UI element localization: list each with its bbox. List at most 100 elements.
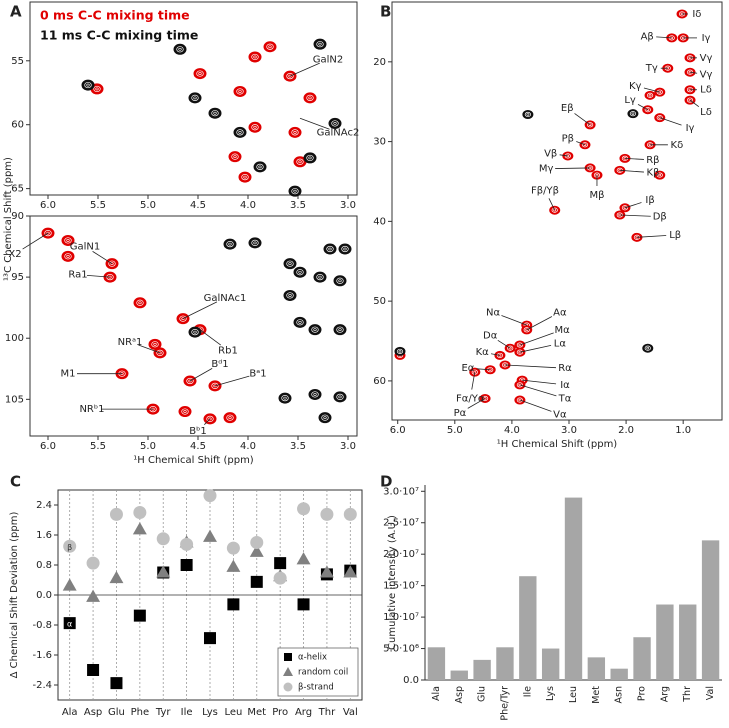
peak-label: Mγ [539,164,554,175]
peak-label: Aα [553,307,567,318]
peak-contour [656,115,663,121]
marker-square [180,559,193,571]
peak-contour [286,292,294,299]
peak [323,243,337,255]
peak-contour [323,416,327,420]
peak-contour [581,142,589,148]
peak-contour [288,294,292,297]
x-tick-label: Thr [318,707,336,718]
panel-letter: B [380,3,391,21]
peak-label: Rα [558,363,572,374]
peak-contour [198,72,202,75]
peak-contour [313,328,317,332]
peak-contour [686,69,694,75]
peak [248,237,262,249]
peak-label: Mβ [589,190,604,201]
y-tick-label: -1.6 [32,650,52,661]
leader-line [559,154,568,157]
peak-contour [588,123,592,127]
peak-label: Lβ [669,230,681,241]
peak-label: Lγ [624,95,636,106]
y-tick-label: 55 [11,56,24,67]
peak [293,316,307,328]
peak-label: Pα [454,408,467,419]
x-tick-label: Glu [108,707,125,718]
peak [81,79,95,91]
point-label: β [67,543,72,552]
peak [263,41,277,53]
peak-contour [64,237,72,244]
peak-contour [158,351,162,355]
peak [233,126,247,138]
peak-contour [226,414,234,421]
peak-contour [268,45,272,49]
x-tick-label: Phe/Tyr [499,686,510,721]
peak-contour [291,129,299,136]
leader-line [576,141,586,146]
x-tick-label: Ala [431,686,442,701]
marker-circle [156,532,170,546]
peak-contour [191,94,199,101]
peak [188,326,202,338]
peak-label: X2 [8,249,21,260]
peak [283,289,297,301]
y-tick-label: 0.8 [36,560,52,571]
peak-contour [153,342,157,346]
x-tick-label: 2.0 [618,425,634,436]
peak-contour [516,382,523,388]
marker-square [274,557,287,570]
peak-contour [251,53,259,61]
x-tick-label: Ile [522,686,533,697]
marker-circle [273,571,287,585]
peak-label: Fα/Yα [456,393,485,404]
peak-contour [251,239,259,246]
legend-swatch [284,653,292,661]
y-tick-label: 0.0 [403,675,419,686]
peak-label: GalN1 [70,242,101,253]
y-tick-label: 2.0·10⁷ [383,549,419,560]
peak-label: NRᵃ1 [118,337,143,348]
peak-contour [108,260,116,267]
peak [233,85,247,97]
peak-contour [507,345,514,351]
peak-contour [321,414,329,421]
peak-label: Nα [486,307,500,318]
peak [303,152,317,164]
peak-contour [243,175,247,179]
peak-contour [236,88,244,95]
y-tick-label: 40 [373,216,386,227]
peak-label: Lδ [700,107,712,118]
peak-contour [84,81,92,89]
legend-label: 11 ms C-C mixing time [40,28,198,43]
x-tick-label: 3.0 [340,200,356,211]
peak-contour [156,349,164,356]
bar [564,497,583,680]
peak-label: Iα [560,380,570,391]
peak-label: Fβ/Yβ [531,185,559,196]
peak [642,343,654,353]
peak-contour [306,154,314,162]
peak-contour [179,315,187,322]
marker-triangle [203,529,217,542]
x-tick-label: Met [247,707,266,718]
x-tick-label: Arg [659,686,670,702]
peak-contour [296,158,304,165]
bar [610,668,628,680]
peak-contour [206,415,214,422]
peak-label: Vγ [700,53,713,64]
y-tick-label: 1.5·10⁷ [383,581,419,592]
peak-contour [631,112,635,115]
leader-line [619,169,644,173]
marker-triangle [109,570,124,584]
y-tick-label: 100 [5,333,24,344]
y-tick-label: 65 [11,184,24,195]
x-tick-label: 3.0 [561,425,577,436]
marker-circle [297,502,311,516]
x-tick-label: 3.5 [290,200,306,211]
peak-label: Bᵃ1 [249,369,266,380]
marker-square [297,598,310,611]
peak [173,43,187,55]
peak-contour [110,262,114,266]
leader-line [548,198,556,211]
